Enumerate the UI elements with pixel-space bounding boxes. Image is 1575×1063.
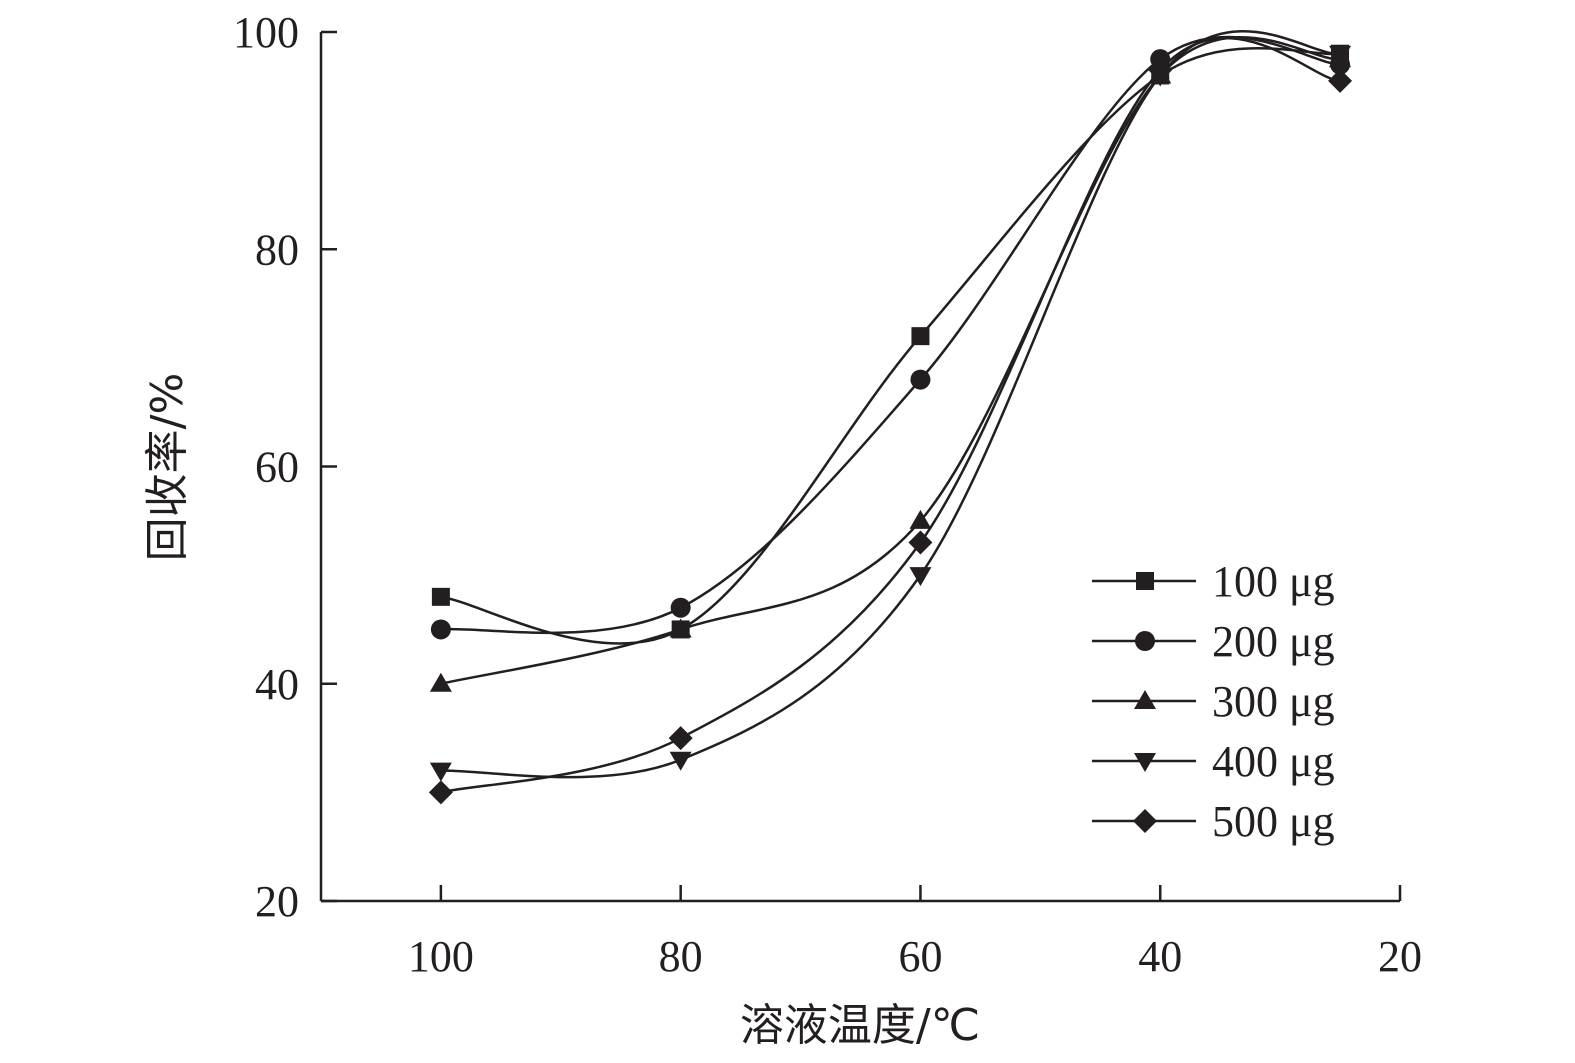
series-line bbox=[440, 35, 1341, 635]
legend-label: 500 μg bbox=[1212, 797, 1335, 846]
x-tick-label: 40 bbox=[1138, 932, 1182, 981]
y-axis-title: 回收率/% bbox=[142, 373, 193, 562]
legend-marker bbox=[1133, 809, 1157, 833]
legend-marker bbox=[1134, 753, 1156, 772]
data-point bbox=[909, 509, 932, 529]
axes: 20 40 60 80 100 100 80 60 40 20 bbox=[233, 8, 1422, 981]
data-point bbox=[908, 530, 933, 555]
y-tick-label: 100 bbox=[233, 8, 299, 57]
data-point bbox=[431, 587, 450, 606]
data-point bbox=[668, 726, 693, 751]
legend: 100 μg 200 μg 300 μg 400 μg 500 μg bbox=[1092, 557, 1335, 846]
data-point bbox=[428, 780, 453, 805]
x-axis-title: 溶液温度/℃ bbox=[740, 1000, 980, 1051]
legend-item: 300 μg bbox=[1092, 677, 1335, 726]
legend-label: 200 μg bbox=[1212, 617, 1335, 666]
data-point bbox=[429, 672, 452, 692]
x-tick-label: 80 bbox=[659, 932, 703, 981]
series-5 bbox=[428, 36, 1353, 805]
series-2 bbox=[430, 35, 1351, 640]
series-line bbox=[440, 46, 1341, 645]
data-point bbox=[1148, 58, 1173, 83]
data-point bbox=[1329, 45, 1352, 65]
data-point bbox=[1328, 68, 1353, 93]
data-point bbox=[669, 618, 692, 638]
series-line bbox=[440, 36, 1341, 794]
data-point bbox=[910, 369, 931, 390]
legend-label: 300 μg bbox=[1212, 677, 1335, 726]
legend-item: 400 μg bbox=[1092, 737, 1335, 786]
legend-label: 400 μg bbox=[1212, 737, 1335, 786]
legend-label: 100 μg bbox=[1212, 557, 1335, 606]
legend-item: 100 μg bbox=[1092, 557, 1335, 606]
data-point bbox=[670, 597, 691, 618]
y-tick-label: 60 bbox=[255, 443, 299, 492]
x-tick-label: 100 bbox=[408, 932, 474, 981]
legend-item: 200 μg bbox=[1092, 617, 1335, 666]
data-point bbox=[909, 567, 932, 587]
y-tick-label: 20 bbox=[255, 877, 299, 926]
series-1 bbox=[431, 44, 1350, 645]
legend-marker bbox=[1134, 690, 1156, 709]
x-tick-label: 60 bbox=[898, 932, 942, 981]
y-tick-label: 40 bbox=[255, 660, 299, 709]
x-tick-label: 20 bbox=[1378, 932, 1422, 981]
legend-marker bbox=[1136, 572, 1154, 590]
series-layer bbox=[428, 30, 1353, 805]
series-line bbox=[440, 30, 1341, 779]
legend-item: 500 μg bbox=[1092, 797, 1335, 846]
y-tick-label: 80 bbox=[255, 225, 299, 274]
series-4 bbox=[429, 30, 1352, 782]
data-point bbox=[430, 619, 451, 640]
series-line bbox=[440, 35, 1341, 685]
legend-marker bbox=[1135, 631, 1155, 651]
data-point bbox=[911, 327, 930, 346]
data-point bbox=[429, 762, 452, 782]
data-point bbox=[669, 751, 692, 771]
